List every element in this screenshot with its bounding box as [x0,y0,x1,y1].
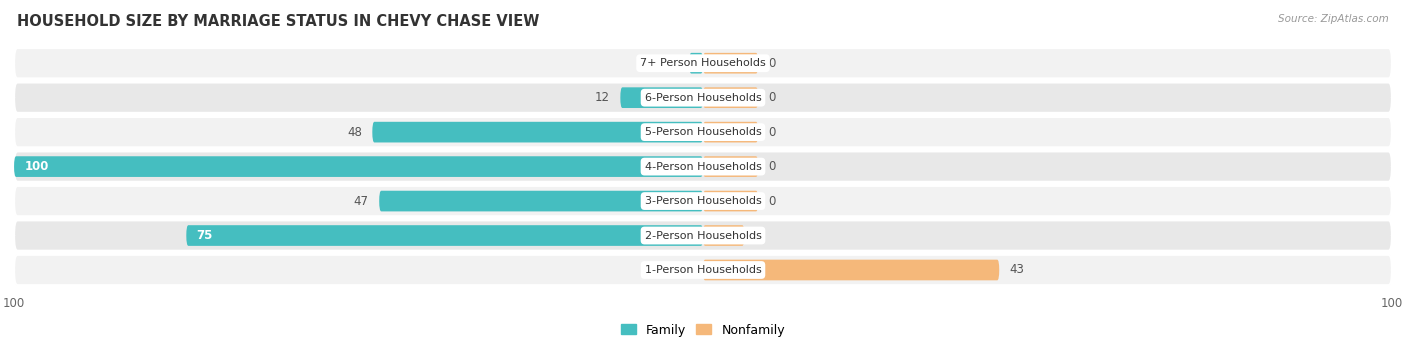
FancyBboxPatch shape [689,53,703,73]
Text: 6-Person Households: 6-Person Households [644,93,762,103]
Text: 0: 0 [769,57,776,70]
Text: 47: 47 [354,194,368,207]
FancyBboxPatch shape [14,156,703,177]
Text: 0: 0 [769,194,776,207]
Text: 1-Person Households: 1-Person Households [644,265,762,275]
Text: 0: 0 [769,160,776,173]
FancyBboxPatch shape [186,225,703,246]
FancyBboxPatch shape [703,53,758,73]
FancyBboxPatch shape [703,225,744,246]
FancyBboxPatch shape [14,186,1392,216]
FancyBboxPatch shape [14,83,1392,113]
Text: 4-Person Households: 4-Person Households [644,162,762,172]
Text: 0: 0 [769,126,776,139]
Text: HOUSEHOLD SIZE BY MARRIAGE STATUS IN CHEVY CHASE VIEW: HOUSEHOLD SIZE BY MARRIAGE STATUS IN CHE… [17,14,540,29]
Text: 6: 6 [755,229,762,242]
FancyBboxPatch shape [703,156,758,177]
Text: 100: 100 [24,160,49,173]
FancyBboxPatch shape [380,191,703,211]
FancyBboxPatch shape [14,220,1392,251]
Text: 2-Person Households: 2-Person Households [644,231,762,240]
Text: Source: ZipAtlas.com: Source: ZipAtlas.com [1278,14,1389,23]
FancyBboxPatch shape [703,191,758,211]
Text: 43: 43 [1010,264,1025,276]
FancyBboxPatch shape [620,87,703,108]
FancyBboxPatch shape [703,260,1000,280]
FancyBboxPatch shape [373,122,703,142]
Text: 5-Person Households: 5-Person Households [644,127,762,137]
Text: 7+ Person Households: 7+ Person Households [640,58,766,68]
Legend: Family, Nonfamily: Family, Nonfamily [616,319,790,340]
Text: 3-Person Households: 3-Person Households [644,196,762,206]
Text: 2: 2 [672,57,679,70]
FancyBboxPatch shape [703,122,758,142]
FancyBboxPatch shape [14,151,1392,182]
FancyBboxPatch shape [14,255,1392,285]
Text: 0: 0 [769,91,776,104]
FancyBboxPatch shape [14,48,1392,78]
Text: 48: 48 [347,126,361,139]
FancyBboxPatch shape [703,87,758,108]
Text: 75: 75 [197,229,212,242]
FancyBboxPatch shape [14,117,1392,147]
Text: 12: 12 [595,91,610,104]
